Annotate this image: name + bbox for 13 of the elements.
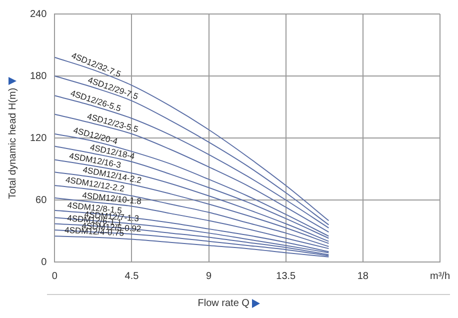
x-tick-label: 13.5 xyxy=(276,270,296,282)
x-tick-label: m³/h xyxy=(430,270,450,282)
y-tick-label: 240 xyxy=(30,8,48,20)
y-tick-label: 180 xyxy=(30,70,48,82)
y-tick-label: 0 xyxy=(41,256,48,268)
x-tick-label: 4.5 xyxy=(124,270,140,282)
y-tick-label: 120 xyxy=(30,132,48,144)
x-tick-label: 9 xyxy=(206,270,212,282)
x-tick-label: 18 xyxy=(357,270,369,282)
y-axis-title: Total dynamic head H(m) xyxy=(8,88,18,199)
y-tick-label: 60 xyxy=(36,194,48,206)
x-axis-title: Flow rate Q xyxy=(198,298,250,309)
x-tick-label: 0 xyxy=(52,270,58,282)
